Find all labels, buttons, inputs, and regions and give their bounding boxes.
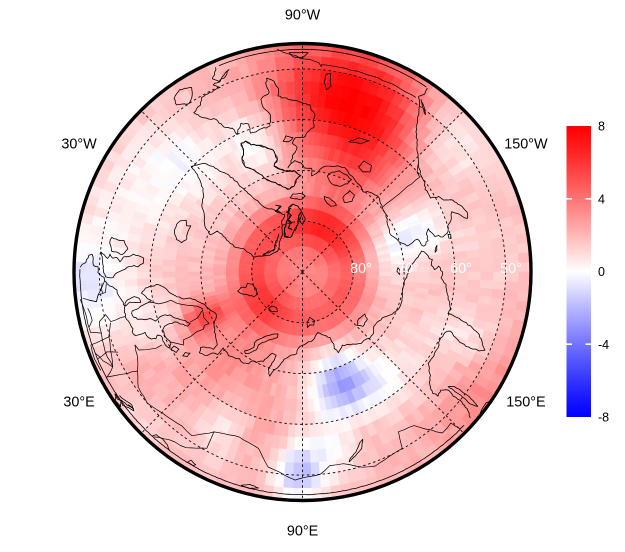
svg-text:150°E: 150°E bbox=[506, 395, 545, 411]
svg-text:0: 0 bbox=[598, 265, 605, 279]
svg-text:-8: -8 bbox=[598, 411, 609, 425]
svg-text:8: 8 bbox=[598, 120, 605, 134]
svg-text:30°W: 30°W bbox=[61, 137, 97, 153]
svg-text:150°W: 150°W bbox=[504, 137, 548, 153]
svg-text:80°: 80° bbox=[350, 261, 372, 277]
svg-text:-4: -4 bbox=[598, 338, 609, 352]
svg-text:50°: 50° bbox=[500, 261, 522, 277]
svg-text:30°E: 30°E bbox=[63, 395, 94, 411]
svg-text:70°: 70° bbox=[397, 261, 419, 277]
svg-text:90°E: 90°E bbox=[287, 524, 318, 540]
svg-text:90°W: 90°W bbox=[285, 8, 321, 24]
svg-text:4: 4 bbox=[598, 192, 605, 206]
svg-text:60°: 60° bbox=[450, 261, 472, 277]
